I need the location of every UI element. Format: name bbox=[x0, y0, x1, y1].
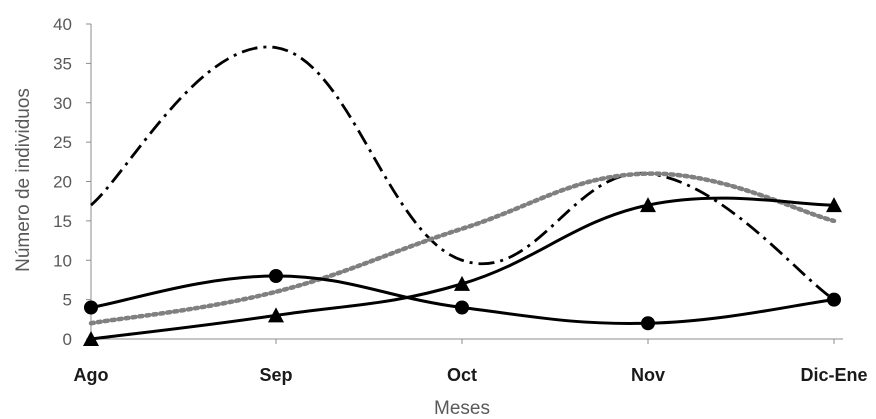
data-point-triangle bbox=[83, 331, 99, 346]
y-axis: 0 5 10 15 20 25 30 35 40 bbox=[53, 15, 92, 349]
y-tick-label: 40 bbox=[53, 15, 72, 34]
data-point-triangle bbox=[268, 307, 284, 323]
data-point-triangle bbox=[826, 197, 842, 213]
series-4 bbox=[83, 196, 842, 346]
data-point-circle bbox=[641, 316, 655, 331]
y-tick-label: 0 bbox=[63, 330, 72, 349]
y-tick-label: 10 bbox=[53, 251, 72, 270]
x-tick-label: Ago bbox=[74, 365, 109, 385]
y-tick-label: 30 bbox=[53, 94, 72, 113]
x-axis: Ago Sep Oct Nov Dic-Ene bbox=[74, 338, 868, 385]
x-tick-label: Sep bbox=[259, 365, 292, 385]
series-2 bbox=[88, 171, 837, 326]
data-point-triangle bbox=[640, 197, 656, 213]
data-point-circle bbox=[827, 292, 841, 307]
x-axis-title: Meses bbox=[434, 398, 490, 419]
y-axis-title: Número de individuos bbox=[13, 88, 34, 272]
data-point-circle bbox=[455, 300, 469, 315]
series-3 bbox=[84, 269, 841, 331]
data-point-triangle bbox=[454, 275, 470, 291]
data-point-circle bbox=[269, 269, 283, 283]
y-tick-label: 15 bbox=[53, 212, 72, 231]
y-tick-label: 5 bbox=[63, 291, 72, 310]
series-layer bbox=[83, 45, 842, 346]
y-tick-label: 35 bbox=[53, 54, 72, 73]
x-tick-label: Dic-Ene bbox=[800, 365, 867, 385]
x-tick-label: Nov bbox=[631, 365, 665, 385]
series-1 bbox=[90, 45, 835, 301]
series-line bbox=[90, 45, 835, 301]
x-tick-label: Oct bbox=[447, 365, 477, 385]
y-tick-label: 20 bbox=[53, 173, 72, 192]
data-point-circle bbox=[84, 300, 98, 315]
series-line bbox=[88, 171, 837, 326]
y-tick-label: 25 bbox=[53, 133, 72, 152]
